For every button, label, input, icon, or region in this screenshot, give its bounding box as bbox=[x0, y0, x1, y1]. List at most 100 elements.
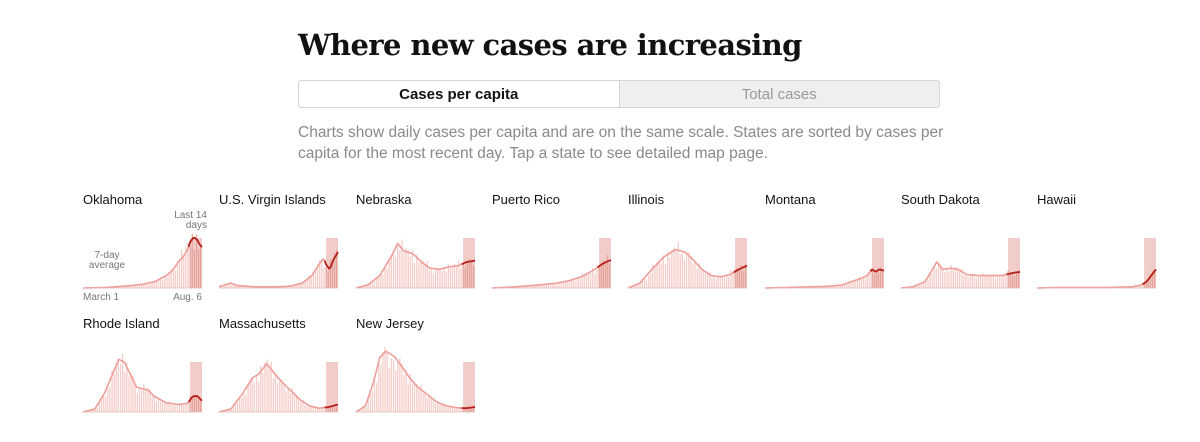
state-chart[interactable]: Hawaii bbox=[1037, 190, 1157, 302]
last-14-days-shade bbox=[1144, 238, 1156, 288]
daily-case-bar bbox=[432, 273, 435, 288]
daily-case-bar bbox=[732, 272, 734, 288]
daily-case-bar bbox=[411, 249, 414, 288]
daily-case-bar bbox=[134, 285, 136, 288]
daily-case-bar bbox=[865, 278, 867, 288]
daily-case-bar bbox=[378, 362, 380, 412]
daily-case-bar bbox=[1154, 269, 1156, 288]
metric-toggle[interactable]: Cases per capita Total cases bbox=[298, 80, 940, 108]
state-name: Massachusetts bbox=[219, 316, 306, 331]
daily-case-bar bbox=[473, 405, 475, 412]
daily-case-bar bbox=[96, 408, 98, 412]
recent-average-line bbox=[733, 264, 748, 274]
daily-case-bar bbox=[243, 394, 245, 412]
daily-case-bar bbox=[468, 258, 471, 288]
daily-case-bar bbox=[650, 273, 652, 288]
daily-case-bar bbox=[185, 403, 187, 412]
daily-case-bar bbox=[293, 284, 296, 288]
daily-case-bar bbox=[558, 283, 560, 288]
daily-case-bar bbox=[931, 273, 933, 288]
daily-case-bar bbox=[669, 257, 671, 288]
daily-case-bar bbox=[645, 279, 648, 288]
daily-case-bar bbox=[413, 381, 416, 412]
daily-case-bar bbox=[130, 285, 132, 288]
daily-case-bar bbox=[359, 410, 361, 412]
state-chart[interactable]: New Jersey bbox=[355, 314, 476, 426]
daily-case-bar bbox=[390, 358, 392, 412]
state-name: Illinois bbox=[628, 192, 665, 207]
daily-case-bar bbox=[181, 403, 183, 412]
daily-case-bar bbox=[996, 274, 999, 288]
recent-average-line bbox=[1142, 268, 1157, 286]
daily-case-bar bbox=[863, 277, 865, 288]
daily-case-bar bbox=[140, 284, 143, 288]
state-chart[interactable]: Puerto Rico bbox=[491, 190, 612, 302]
state-chart[interactable]: Montana bbox=[765, 190, 885, 302]
daily-case-bar bbox=[846, 284, 848, 288]
daily-case-bar bbox=[873, 274, 875, 288]
daily-case-bar bbox=[470, 260, 473, 288]
daily-case-bar bbox=[643, 279, 646, 288]
daily-case-bar bbox=[1018, 270, 1020, 288]
daily-case-bar bbox=[439, 268, 441, 288]
state-chart[interactable]: Illinois bbox=[627, 190, 748, 302]
recent-average-line bbox=[869, 268, 885, 273]
daily-case-bar bbox=[251, 378, 253, 412]
daily-case-bar bbox=[291, 286, 293, 288]
state-chart[interactable]: Nebraska bbox=[355, 190, 476, 302]
daily-case-bar bbox=[323, 408, 325, 412]
daily-case-bar bbox=[147, 388, 149, 412]
recent-average-line bbox=[187, 395, 203, 403]
daily-case-bar bbox=[700, 270, 702, 288]
state-chart[interactable]: Oklahoma Last 14 days 7-day average March 1 Au… bbox=[83, 190, 207, 303]
state-name: Nebraska bbox=[356, 192, 412, 207]
seven-day-average-line bbox=[1037, 268, 1157, 289]
daily-case-bar bbox=[181, 249, 183, 288]
daily-case-bar bbox=[1011, 273, 1013, 288]
daily-case-bar bbox=[272, 378, 274, 412]
daily-case-bar bbox=[462, 407, 464, 412]
daily-case-bar bbox=[373, 280, 376, 288]
daily-case-bar bbox=[986, 274, 988, 288]
daily-case-bar bbox=[174, 270, 176, 288]
state-chart[interactable]: Massachusetts bbox=[218, 314, 339, 426]
daily-case-bar bbox=[168, 272, 170, 288]
state-chart[interactable]: U.S. Virgin Islands bbox=[218, 190, 339, 302]
daily-case-bar bbox=[952, 269, 954, 288]
daily-case-bar bbox=[174, 405, 176, 412]
daily-case-bar bbox=[226, 284, 228, 288]
tab-cases-per-capita[interactable]: Cases per capita bbox=[299, 81, 620, 107]
daily-case-bar bbox=[195, 395, 198, 412]
daily-case-bar bbox=[411, 383, 414, 412]
daily-case-bar bbox=[314, 407, 317, 412]
daily-case-bar bbox=[193, 249, 195, 288]
daily-case-bar bbox=[157, 280, 160, 288]
daily-case-bar bbox=[124, 286, 126, 288]
daily-case-bar bbox=[420, 385, 422, 412]
daily-case-bar bbox=[435, 403, 437, 412]
daily-case-bar bbox=[291, 388, 293, 412]
tab-total-cases[interactable]: Total cases bbox=[741, 85, 817, 103]
state-chart[interactable]: Rhode Island bbox=[82, 314, 203, 426]
daily-case-bar bbox=[447, 405, 449, 412]
daily-case-bar bbox=[740, 265, 743, 288]
daily-case-bar bbox=[319, 259, 321, 288]
state-chart[interactable]: South Dakota bbox=[900, 190, 1021, 302]
daily-case-bar bbox=[460, 407, 462, 412]
daily-case-bar bbox=[295, 285, 298, 288]
daily-case-bar bbox=[418, 262, 420, 288]
last-14-days-shade bbox=[1008, 238, 1020, 288]
daily-case-bar bbox=[92, 410, 94, 412]
state-name: Hawaii bbox=[1037, 192, 1077, 207]
daily-case-bar bbox=[376, 278, 378, 288]
daily-case-bar bbox=[245, 286, 247, 288]
daily-case-bar bbox=[921, 284, 923, 288]
daily-case-bar bbox=[994, 278, 997, 288]
daily-case-bar bbox=[333, 404, 336, 412]
last-14-days-label: Last 14 bbox=[174, 210, 207, 221]
daily-case-bar bbox=[560, 281, 562, 288]
end-date-label: Aug. 6 bbox=[173, 292, 202, 303]
daily-case-bar bbox=[1009, 274, 1011, 288]
daily-case-bar bbox=[818, 286, 820, 288]
